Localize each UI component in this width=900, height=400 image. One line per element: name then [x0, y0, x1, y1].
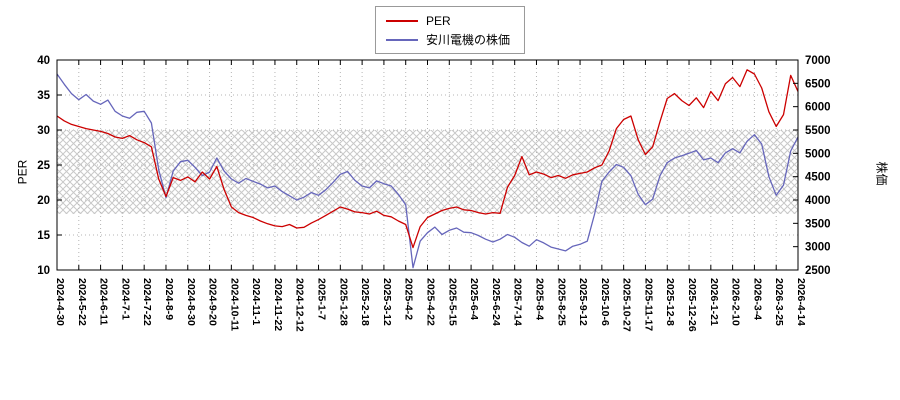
left-tick-label: 15: [37, 230, 50, 242]
x-tick-label: 2025-4-2: [403, 278, 415, 320]
per-line-swatch-icon: [385, 19, 418, 22]
x-tick-label: 2025-8-4: [533, 278, 545, 320]
x-tick-label: 2026-4-14: [795, 278, 807, 326]
legend-item-per: PER: [385, 11, 510, 30]
right-tick-label: 4000: [805, 195, 831, 207]
x-tick-label: 2025-11-17: [642, 278, 654, 331]
legend-item-stock-price: 安川電機の株価: [385, 30, 511, 49]
legend-label-stock-price: 安川電機の株価: [425, 33, 511, 47]
x-tick-label: 2024-9-20: [207, 278, 219, 326]
x-tick-label: 2025-1-7: [316, 278, 328, 320]
left-tick-label: 20: [37, 195, 50, 207]
x-tick-label: 2025-12-26: [686, 278, 698, 332]
x-tick-label: 2025-2-18: [359, 278, 371, 326]
x-tick-label: 2024-6-11: [98, 278, 110, 325]
x-tick-label: 2025-9-12: [577, 278, 589, 326]
x-tick-label: 2025-10-6: [599, 278, 611, 326]
series-line-per: [56, 69, 799, 249]
x-tick-label: 2024-5-22: [76, 278, 88, 326]
stock-line-swatch-icon: [385, 38, 418, 41]
x-tick-label: 2025-3-12: [381, 278, 393, 326]
x-tick-label: 2025-7-14: [512, 278, 524, 326]
x-tick-label: 2024-4-30: [54, 278, 66, 326]
x-tick-label: 2024-12-12: [294, 278, 306, 332]
left-tick-label: 40: [37, 55, 50, 67]
right-tick-label: 5000: [805, 148, 831, 160]
chart-legend: PER 安川電機の株価: [374, 6, 526, 54]
x-tick-label: 2024-8-30: [185, 278, 197, 326]
right-tick-label: 5500: [805, 125, 831, 137]
left-axis-title: PER: [15, 159, 30, 185]
left-tick-label: 25: [37, 160, 50, 172]
x-tick-label: 2025-6-4: [468, 278, 480, 320]
x-tick-label: 2025-1-28: [337, 278, 349, 326]
x-tick-label: 2024-8-9: [163, 278, 175, 320]
legend-label-per: PER: [425, 13, 451, 28]
x-tick-label: 2024-10-11: [228, 278, 240, 331]
x-tick-label: 2025-12-8: [664, 278, 676, 326]
series-line-stock-price: [56, 73, 799, 269]
left-tick-label: 30: [37, 125, 50, 137]
right-axis-title: 株価: [874, 161, 889, 186]
right-tick-label: 4500: [805, 172, 831, 184]
x-tick-label: 2025-6-24: [490, 278, 502, 326]
right-tick-label: 6500: [805, 78, 831, 90]
left-tick-label: 35: [37, 90, 50, 102]
x-tick-label: 2024-11-22: [272, 278, 284, 331]
left-tick-label: 10: [37, 265, 50, 277]
x-tick-label: 2026-3-4: [751, 278, 763, 320]
x-tick-label: 2025-8-25: [555, 278, 567, 326]
x-tick-label: 2024-11-1: [250, 278, 262, 325]
x-tick-label: 2026-3-25: [773, 278, 785, 326]
x-tick-label: 2026-1-21: [708, 278, 720, 326]
right-tick-label: 3000: [805, 242, 831, 254]
x-tick-label: 2024-7-22: [141, 278, 153, 326]
x-tick-label: 2026-2-10: [730, 278, 742, 326]
x-tick-label: 2025-4-22: [425, 278, 437, 326]
x-tick-label: 2024-7-1: [119, 278, 131, 320]
right-tick-label: 3500: [805, 218, 831, 230]
right-tick-label: 7000: [805, 55, 831, 67]
x-tick-label: 2025-5-15: [446, 278, 458, 326]
x-tick-label: 2025-10-27: [621, 278, 633, 332]
right-tick-label: 2500: [805, 265, 831, 277]
right-tick-label: 6000: [805, 102, 831, 114]
